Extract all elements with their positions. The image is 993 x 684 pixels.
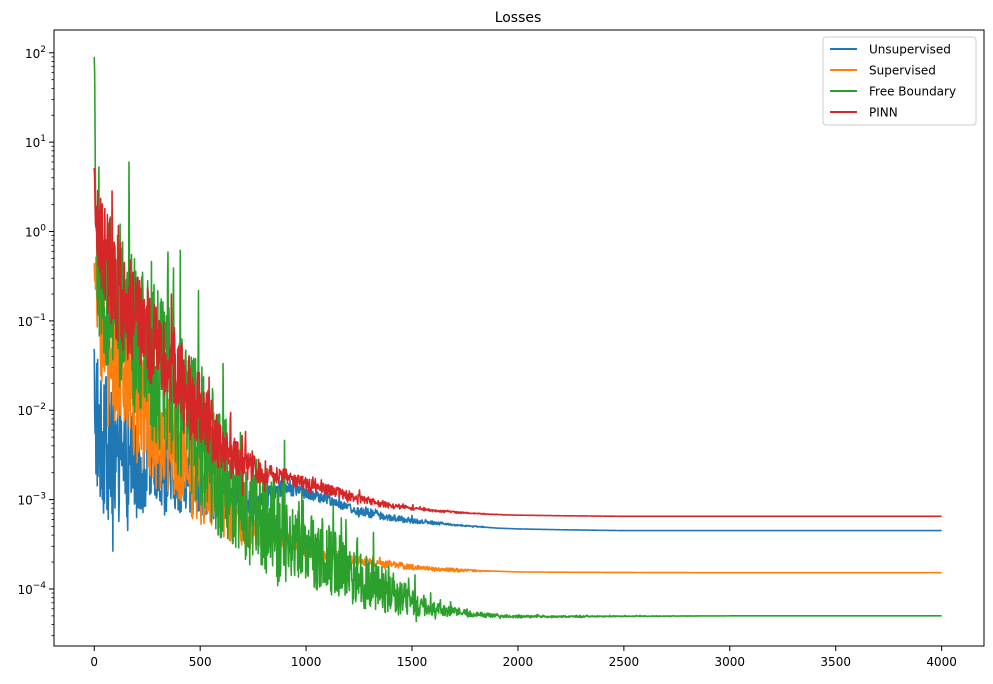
legend-label: Supervised [869, 64, 936, 78]
y-tick-label: 10−4 [17, 581, 46, 597]
series-line-pinn [93, 167, 943, 518]
y-tick-label: 10−3 [17, 492, 46, 508]
y-tick-label: 101 [25, 134, 46, 150]
x-tick-label: 3500 [820, 655, 851, 669]
y-tick-label: 100 [25, 224, 46, 240]
x-tick-label: 1500 [397, 655, 428, 669]
legend-label: PINN [869, 106, 898, 120]
x-tick-label: 1000 [291, 655, 322, 669]
legend-label: Unsupervised [869, 43, 951, 57]
x-tick-label: 2500 [609, 655, 640, 669]
y-axis: 10−4 10−3 10−2 10−1 100 101 102 [17, 45, 54, 637]
legend: Unsupervised Supervised Free Boundary PINN [822, 36, 977, 126]
x-axis: 0 500 1000 1500 2000 2500 3000 3500 4000 [90, 646, 957, 669]
x-tick-label: 3000 [715, 655, 746, 669]
chart-title: Losses [495, 10, 542, 26]
x-tick-label: 4000 [926, 655, 957, 669]
y-tick-label: 10−1 [17, 313, 46, 329]
legend-label: Free Boundary [869, 85, 956, 99]
x-tick-label: 500 [189, 655, 212, 669]
x-tick-label: 2000 [503, 655, 534, 669]
plot-area-frame [53, 29, 985, 647]
x-tick-label: 0 [90, 655, 98, 669]
y-tick-label: 10−2 [17, 402, 46, 418]
series-line-free-boundary [93, 56, 943, 623]
series-layer [93, 56, 943, 623]
y-tick-label: 102 [25, 45, 46, 61]
legend-box [822, 36, 977, 126]
